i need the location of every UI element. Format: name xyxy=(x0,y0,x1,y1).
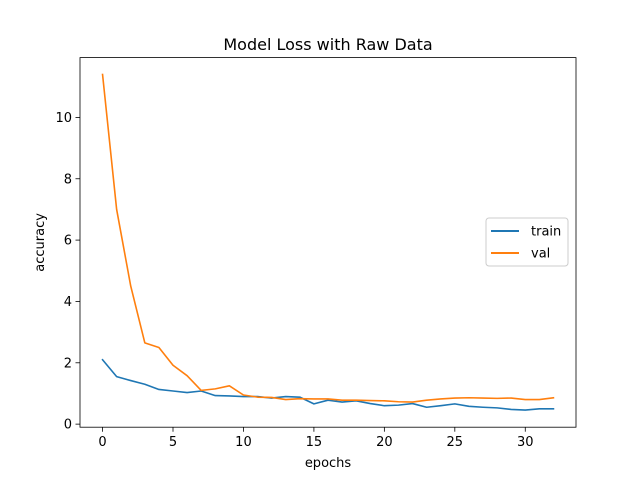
y-tick-label: 2 xyxy=(64,356,72,371)
legend: train val xyxy=(485,217,569,267)
y-tick-label: 0 xyxy=(64,418,72,433)
legend-label-train: train xyxy=(531,225,561,240)
y-axis-label: accuracy xyxy=(33,213,48,272)
legend-label-val: val xyxy=(531,247,550,262)
series-line-val xyxy=(101,73,555,403)
x-tick-label: 15 xyxy=(306,435,323,450)
y-tick-label: 10 xyxy=(55,111,72,126)
x-tick-label: 5 xyxy=(169,435,177,450)
y-tick-label: 4 xyxy=(64,295,72,310)
plot-frame xyxy=(79,57,577,428)
y-tick-label: 8 xyxy=(64,172,72,187)
x-tick-label: 30 xyxy=(517,435,534,450)
series-layer xyxy=(101,73,555,411)
x-axis-label: epochs xyxy=(305,456,352,471)
y-axis-ticks: 0 2 4 6 8 10 xyxy=(55,111,80,433)
x-axis-ticks: 0 5 10 15 20 25 30 xyxy=(98,427,534,450)
y-tick-label: 6 xyxy=(64,234,72,249)
x-tick-label: 10 xyxy=(235,435,252,450)
x-tick-label: 20 xyxy=(376,435,393,450)
series-line-train xyxy=(101,358,555,411)
chart-title: Model Loss with Raw Data xyxy=(223,35,432,54)
x-tick-label: 0 xyxy=(98,435,106,450)
x-tick-label: 25 xyxy=(447,435,464,450)
